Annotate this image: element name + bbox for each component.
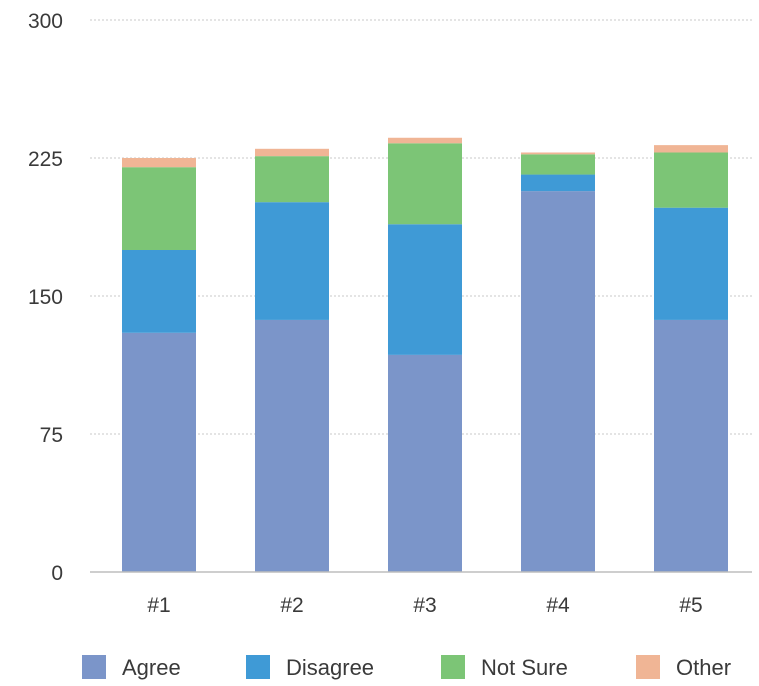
bar-segment-other xyxy=(654,145,728,153)
bar-segment-not-sure xyxy=(122,167,196,250)
bar-segment-agree xyxy=(388,354,462,572)
bar-segment-not-sure xyxy=(654,152,728,208)
y-tick-label: 75 xyxy=(40,424,63,447)
bar-segment-not-sure xyxy=(255,156,329,203)
bar-segment-disagree xyxy=(521,174,595,192)
bar-segment-agree xyxy=(521,191,595,572)
bar-segment-disagree xyxy=(255,202,329,320)
legend-item-disagree: Disagree xyxy=(246,655,374,680)
y-tick-label: 225 xyxy=(28,148,63,171)
bars xyxy=(122,137,728,572)
legend-label: Other xyxy=(676,655,731,680)
y-axis-ticks: 0 75 150 225 300 xyxy=(28,10,63,585)
legend: Agree Disagree Not Sure Other xyxy=(82,655,731,680)
legend-item-other: Other xyxy=(636,655,731,680)
bar-segment-disagree xyxy=(122,250,196,333)
x-tick-label: #3 xyxy=(413,594,436,617)
y-tick-label: 0 xyxy=(51,562,63,585)
legend-swatch xyxy=(636,655,660,679)
x-tick-label: #4 xyxy=(546,594,570,617)
bar-segment-other xyxy=(521,152,595,155)
y-tick-label: 300 xyxy=(28,10,63,33)
legend-label: Disagree xyxy=(286,655,374,680)
x-tick-label: #1 xyxy=(147,594,170,617)
bar-segment-other xyxy=(388,137,462,144)
legend-swatch xyxy=(246,655,270,679)
bar-segment-other xyxy=(255,148,329,157)
x-tick-label: #5 xyxy=(679,594,702,617)
y-tick-label: 150 xyxy=(28,286,63,309)
bar-segment-disagree xyxy=(388,224,462,355)
bar-segment-agree xyxy=(654,319,728,572)
legend-swatch xyxy=(441,655,465,679)
bar-segment-disagree xyxy=(654,207,728,320)
bar-segment-not-sure xyxy=(388,143,462,225)
bar-segment-agree xyxy=(255,319,329,572)
bar-segment-other xyxy=(122,158,196,168)
bar-segment-agree xyxy=(122,332,196,572)
legend-item-not-sure: Not Sure xyxy=(441,655,568,680)
x-axis-ticks: #1 #2 #3 #4 #5 xyxy=(147,594,702,617)
bar-segment-not-sure xyxy=(521,154,595,175)
legend-swatch xyxy=(82,655,106,679)
legend-item-agree: Agree xyxy=(82,655,181,680)
legend-label: Agree xyxy=(122,655,181,680)
x-tick-label: #2 xyxy=(280,594,303,617)
legend-label: Not Sure xyxy=(481,655,568,680)
